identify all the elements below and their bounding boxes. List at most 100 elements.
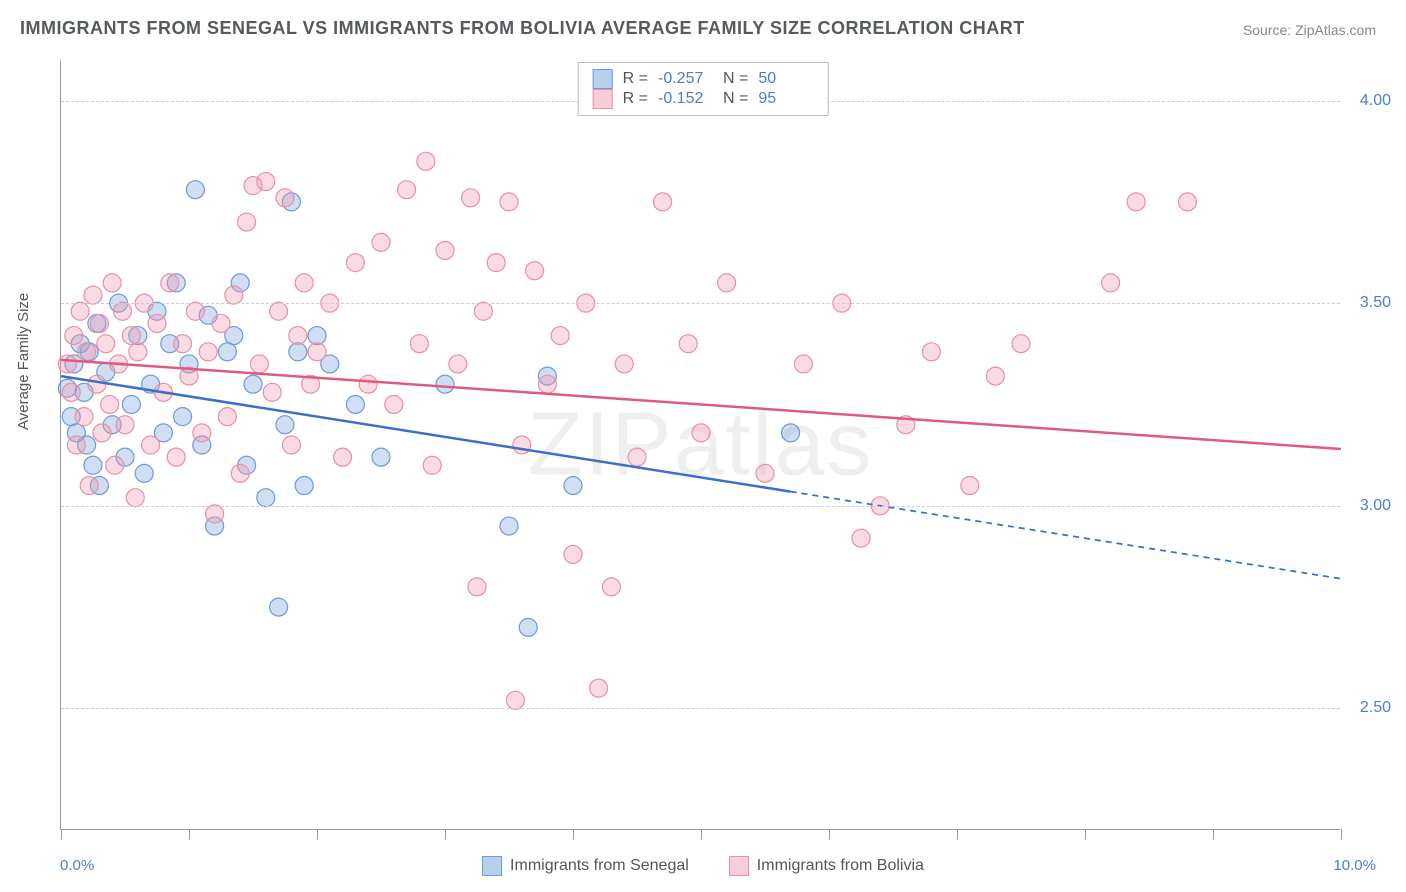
scatter-point [97, 335, 115, 353]
scatter-point [506, 691, 524, 709]
swatch-bolivia [729, 856, 749, 876]
scatter-point [1178, 193, 1196, 211]
scatter-point [193, 424, 211, 442]
scatter-point [129, 343, 147, 361]
scatter-point [398, 181, 416, 199]
x-tick-min: 0.0% [60, 857, 94, 874]
scatter-point [88, 375, 106, 393]
scatter-point [526, 262, 544, 280]
scatter-point [106, 456, 124, 474]
y-tick-label: 3.00 [1360, 497, 1391, 515]
scatter-point [174, 335, 192, 353]
scatter-point [206, 505, 224, 523]
r-label: R = [623, 90, 648, 108]
scatter-point [84, 286, 102, 304]
scatter-point [436, 241, 454, 259]
scatter-point [93, 424, 111, 442]
scatter-point [122, 395, 140, 413]
scatter-point [308, 343, 326, 361]
stats-row-senegal: R = -0.257 N = 50 [593, 69, 814, 89]
x-tick [1213, 829, 1214, 839]
scatter-point [295, 274, 313, 292]
plot-area: ZIPatlas [60, 60, 1340, 830]
scatter-point [231, 464, 249, 482]
scatter-point [359, 375, 377, 393]
scatter-point [410, 335, 428, 353]
scatter-point [782, 424, 800, 442]
swatch-bolivia [593, 89, 613, 109]
scatter-point [1012, 335, 1030, 353]
scatter-point [372, 233, 390, 251]
legend-item-senegal: Immigrants from Senegal [482, 856, 689, 876]
scatter-point [462, 189, 480, 207]
scatter-point [80, 477, 98, 495]
x-tick [701, 829, 702, 839]
n-value-senegal: 50 [758, 70, 813, 88]
scatter-point [263, 383, 281, 401]
x-tick [1341, 829, 1342, 839]
scatter-point [238, 213, 256, 231]
x-tick [957, 829, 958, 839]
scatter-point [126, 489, 144, 507]
x-tick [61, 829, 62, 839]
scatter-point [218, 343, 236, 361]
scatter-point [62, 383, 80, 401]
n-label: N = [723, 90, 748, 108]
scatter-point [449, 355, 467, 373]
scatter-point [551, 327, 569, 345]
scatter-point [65, 327, 83, 345]
legend-item-bolivia: Immigrants from Bolivia [729, 856, 924, 876]
scatter-point [161, 274, 179, 292]
grid-line [61, 708, 1340, 709]
stats-legend-box: R = -0.257 N = 50 R = -0.152 N = 95 [578, 62, 829, 116]
n-label: N = [723, 70, 748, 88]
scatter-point [564, 545, 582, 563]
scatter-point [186, 302, 204, 320]
x-tick [573, 829, 574, 839]
scatter-point [487, 254, 505, 272]
scatter-point [500, 517, 518, 535]
scatter-point [654, 193, 672, 211]
y-axis-label: Average Family Size [15, 293, 32, 430]
scatter-point [346, 254, 364, 272]
n-value-bolivia: 95 [758, 90, 813, 108]
scatter-point [500, 193, 518, 211]
swatch-senegal [593, 69, 613, 89]
scatter-point [257, 489, 275, 507]
scatter-point [628, 448, 646, 466]
scatter-point [257, 173, 275, 191]
scatter-point [961, 477, 979, 495]
legend-label-bolivia: Immigrants from Bolivia [757, 857, 924, 875]
scatter-point [590, 679, 608, 697]
scatter-point [289, 343, 307, 361]
scatter-point [417, 152, 435, 170]
scatter-point [423, 456, 441, 474]
scatter-point [167, 448, 185, 466]
scatter-point [986, 367, 1004, 385]
source-attribution: Source: ZipAtlas.com [1243, 22, 1376, 38]
scatter-point [212, 314, 230, 332]
x-tick [317, 829, 318, 839]
scatter-point [1102, 274, 1120, 292]
scatter-point [474, 302, 492, 320]
scatter-point [148, 314, 166, 332]
scatter-point [692, 424, 710, 442]
scatter-point [295, 477, 313, 495]
scatter-point [244, 375, 262, 393]
y-tick-label: 3.50 [1360, 294, 1391, 312]
scatter-point [122, 327, 140, 345]
scatter-point [615, 355, 633, 373]
scatter-point [679, 335, 697, 353]
scatter-point [250, 355, 268, 373]
scatter-point [276, 189, 294, 207]
scatter-point [270, 598, 288, 616]
scatter-point [75, 408, 93, 426]
stats-row-bolivia: R = -0.152 N = 95 [593, 89, 814, 109]
trend-line-extrapolated [791, 492, 1341, 579]
scatter-point [218, 408, 236, 426]
scatter-point [852, 529, 870, 547]
scatter-point [103, 274, 121, 292]
scatter-point [538, 375, 556, 393]
r-label: R = [623, 70, 648, 88]
bottom-legend: Immigrants from Senegal Immigrants from … [482, 856, 924, 876]
